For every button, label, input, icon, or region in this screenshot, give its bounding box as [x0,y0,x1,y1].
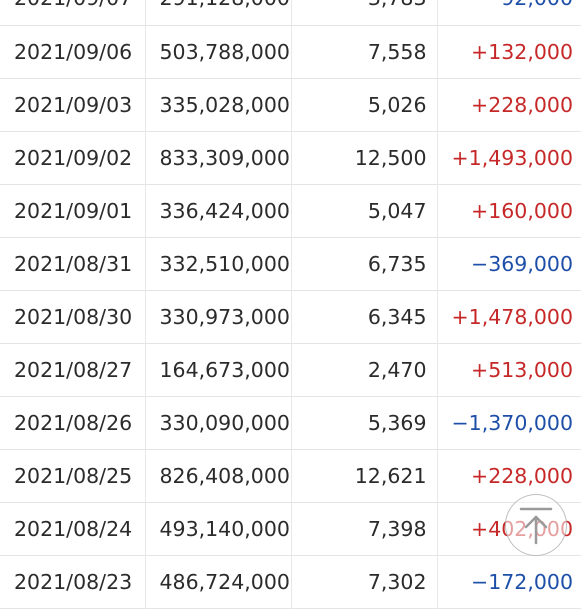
amount-cell: 335,028,000 [145,78,292,131]
amount-cell: 833,309,000 [145,131,292,184]
change-cell: -92,000 [437,0,581,25]
change-cell: −369,000 [471,251,573,276]
change-cell: +132,000 [471,39,573,64]
change-cell: +228,000 [471,463,573,488]
table-row: 2021/08/27 164,673,000 2,470 +513,000 [0,343,581,396]
quantity-cell: 7,302 [291,555,438,608]
table-row: 2021/09/07291,128,0003,783-92,000 [0,0,581,25]
date-cell: 2021/08/23 [0,555,146,608]
date-cell: 2021/09/06 [0,25,146,78]
table-row: 2021/08/23 486,724,000 7,302 −172,000 [0,555,581,608]
quantity-cell: 5,369 [291,396,438,449]
date-cell: 2021/08/25 [0,449,146,502]
date-cell: 2021/09/07 [0,0,146,25]
date-cell: 2021/08/31 [0,237,146,290]
scroll-to-top-button[interactable] [505,494,567,556]
arrow-up-to-top-icon [519,507,553,545]
quantity-cell: 7,398 [291,502,438,555]
date-cell: 2021/08/24 [0,502,146,555]
table-row: 2021/09/03 335,028,000 5,026 +228,000 [0,78,581,131]
date-cell: 2021/09/03 [0,78,146,131]
quantity-cell: 6,735 [291,237,438,290]
change-cell: −172,000 [471,569,573,594]
quantity-cell: 3,783 [291,0,438,25]
amount-cell: 336,424,000 [145,184,292,237]
change-cell: +1,478,000 [451,304,574,329]
amount-cell: 503,788,000 [145,25,292,78]
amount-cell: 332,510,000 [145,237,292,290]
change-cell: +160,000 [471,198,573,223]
quantity-cell: 5,047 [291,184,438,237]
change-cell: +1,493,000 [451,145,574,170]
change-cell: +228,000 [471,92,573,117]
date-cell: 2021/09/02 [0,131,146,184]
date-cell: 2021/09/01 [0,184,146,237]
table-row: 2021/08/25 826,408,000 12,621 +228,000 [0,449,581,502]
date-cell: 2021/08/30 [0,290,146,343]
date-cell: 2021/08/27 [0,343,146,396]
change-cell: −1,370,000 [451,410,574,435]
quantity-cell: 2,470 [291,343,438,396]
quantity-cell: 12,500 [291,131,438,184]
amount-cell: 486,724,000 [145,555,292,608]
date-cell: 2021/08/26 [0,396,146,449]
table-row: 2021/09/01 336,424,000 5,047 +160,000 [0,184,581,237]
table-row: 2021/08/26 330,090,000 5,369 −1,370,000 [0,396,581,449]
table-row: 2021/08/30 330,973,000 6,345 +1,478,000 [0,290,581,343]
quantity-cell: 5,026 [291,78,438,131]
table-row: 2021/08/31 332,510,000 6,735 −369,000 [0,237,581,290]
quantity-cell: 12,621 [291,449,438,502]
amount-cell: 493,140,000 [145,502,292,555]
change-cell: +513,000 [471,357,573,382]
amount-cell: 164,673,000 [145,343,292,396]
amount-cell: 330,973,000 [145,290,292,343]
table-row: 2021/09/06 503,788,000 7,558 +132,000 [0,25,581,78]
table-row: 2021/09/02 833,309,000 12,500 +1,493,000 [0,131,581,184]
amount-cell: 826,408,000 [145,449,292,502]
amount-cell: 330,090,000 [145,396,292,449]
quantity-cell: 7,558 [291,25,438,78]
quantity-cell: 6,345 [291,290,438,343]
amount-cell: 291,128,000 [145,0,292,25]
